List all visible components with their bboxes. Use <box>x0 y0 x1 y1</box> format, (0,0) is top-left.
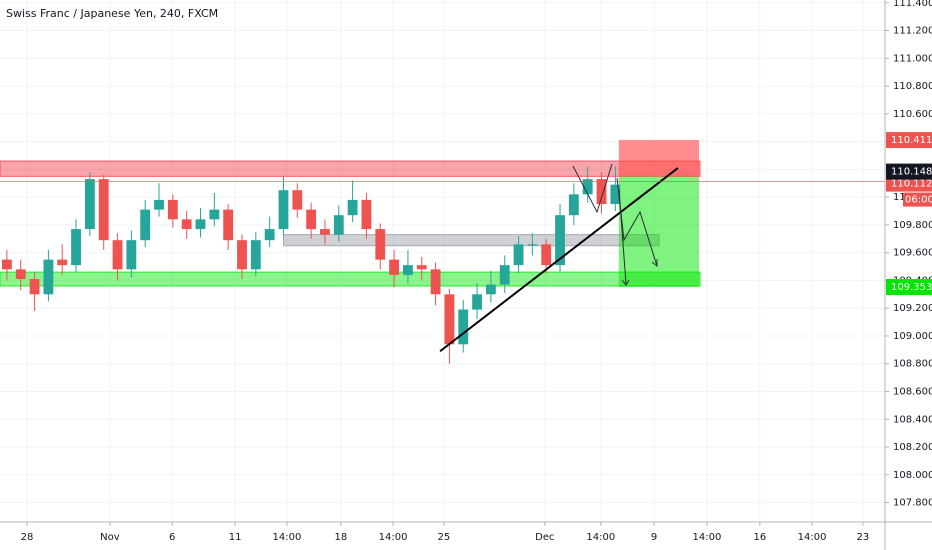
y-tick-label: 110.800 <box>893 81 932 92</box>
candle-body <box>499 265 510 285</box>
hand-drawn-arrows <box>572 163 658 286</box>
candle-body <box>264 229 275 241</box>
candle-body <box>347 199 358 216</box>
entry-price-label-box <box>886 163 932 180</box>
candle-body <box>57 259 68 266</box>
arrow-path <box>572 163 613 214</box>
x-tick-label: 16 <box>753 532 766 543</box>
target-price-label: 109.353 <box>891 282 932 293</box>
y-tick-label: 108.600 <box>893 387 932 398</box>
trend-line <box>439 167 679 353</box>
x-tick-label: 14:00 <box>273 532 302 543</box>
candle-body <box>154 199 164 210</box>
candle-body <box>361 199 372 230</box>
x-tick-label: 6 <box>169 532 175 543</box>
candle-body <box>29 279 40 295</box>
candle-body <box>320 229 330 235</box>
arrow-head <box>621 279 630 286</box>
zone <box>0 160 701 177</box>
candle-body <box>209 209 220 220</box>
candle-body <box>610 184 621 205</box>
x-tick-label: 28 <box>21 532 34 543</box>
candle-body <box>71 229 81 266</box>
candle-body <box>112 240 123 270</box>
candle-body <box>84 179 95 230</box>
candle-body <box>582 179 593 195</box>
candle-body <box>2 259 12 270</box>
candle-body <box>472 294 482 310</box>
x-tick-label: 9 <box>651 532 657 543</box>
x-tick-label: 14:00 <box>798 532 827 543</box>
candle-body <box>389 259 400 275</box>
y-tick-label: 107.800 <box>893 498 932 509</box>
x-tick-label: Dec <box>535 532 554 543</box>
x-tick-label: 25 <box>438 532 451 543</box>
candle-body <box>333 215 344 235</box>
stop-price-label: 110.411 <box>891 135 932 146</box>
candle-body <box>195 219 206 230</box>
y-tick-label: 111.400 <box>893 0 932 9</box>
candle-body <box>430 269 441 295</box>
candle-body <box>237 240 247 270</box>
candle-body <box>306 209 317 230</box>
last-price-label: 110.112 <box>891 179 932 190</box>
candle-body <box>568 194 579 216</box>
candle-body <box>375 229 386 260</box>
chart-title: Swiss Franc / Japanese Yen, 240, FXCM <box>6 7 218 20</box>
y-tick-label: 109.000 <box>893 331 932 342</box>
zone <box>282 234 660 247</box>
y-tick-label: 108.800 <box>893 359 932 370</box>
candle-body <box>458 309 469 345</box>
y-tick-label: 109.800 <box>893 220 932 231</box>
y-tick-label: 109.200 <box>893 303 932 314</box>
x-tick-label: 18 <box>334 532 347 543</box>
countdown-label: 06:00 <box>905 195 932 206</box>
candle-body <box>43 259 54 295</box>
candle-body <box>181 219 192 230</box>
stop-zone <box>618 140 700 177</box>
y-tick-label: 109.600 <box>893 248 932 259</box>
candle-body <box>513 244 524 266</box>
candle-body <box>485 284 496 295</box>
candle-body <box>527 244 538 246</box>
candle-body <box>98 179 109 241</box>
candle-body <box>167 199 178 220</box>
arrow-path <box>618 189 627 285</box>
candle-body <box>126 240 137 270</box>
arrow-head <box>651 259 658 268</box>
candle-body <box>416 265 427 270</box>
stop-price-label-box <box>886 132 932 149</box>
countdown-box <box>903 192 932 207</box>
entry-price-label: 110.148 <box>891 167 932 178</box>
target-price-label-box <box>886 278 932 295</box>
y-tick-label: 111.200 <box>893 26 932 37</box>
candle-body <box>223 209 234 241</box>
candle-body <box>140 209 151 241</box>
x-tick-label: 14:00 <box>379 532 408 543</box>
candle-body <box>15 269 26 280</box>
y-tick-label: 108.000 <box>893 470 932 481</box>
x-tick-label: 14:00 <box>586 532 615 543</box>
candle-body <box>250 240 261 270</box>
candle-body <box>292 190 303 210</box>
zone <box>0 271 701 287</box>
candle-body <box>555 215 565 266</box>
target-zone <box>618 176 700 287</box>
y-tick-label: 108.400 <box>893 414 932 425</box>
x-tick-label: 14:00 <box>693 532 722 543</box>
candle-body <box>444 294 455 345</box>
y-tick-label: 108.200 <box>893 442 932 453</box>
y-tick-label: 110.600 <box>893 109 932 120</box>
candle-body <box>403 265 413 275</box>
x-tick-label: Nov <box>100 532 120 543</box>
candle-body <box>596 179 607 205</box>
candle-body <box>278 190 289 230</box>
candle-body <box>541 244 552 266</box>
x-tick-label: 23 <box>857 532 870 543</box>
y-tick-label: 111.000 <box>893 53 932 64</box>
x-tick-label: 11 <box>229 532 242 543</box>
